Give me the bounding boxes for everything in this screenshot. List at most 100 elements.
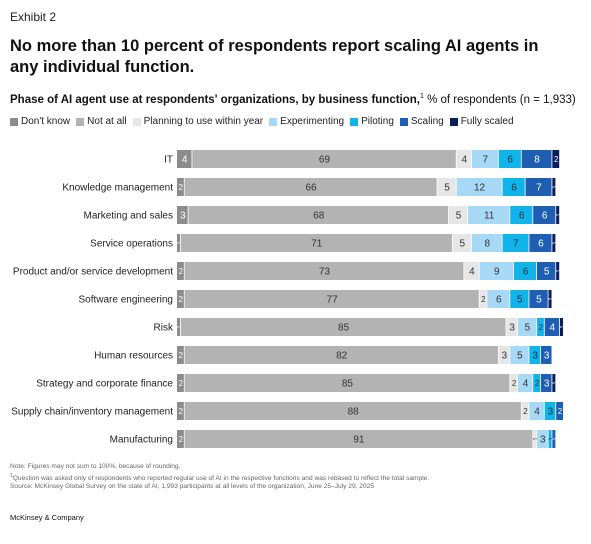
- bar-segment: [452, 234, 472, 252]
- bar-segment: [177, 290, 184, 308]
- legend-item: Scaling: [399, 116, 444, 127]
- legend-item: Fully scaled: [449, 116, 514, 127]
- chart-legend: Don't know Not at all Planning to use with…: [10, 116, 520, 127]
- data-label: 5: [525, 323, 531, 334]
- chart-notes: Note: Figures may not sum to 100%, becau…: [10, 463, 580, 492]
- data-label: 1: [560, 325, 566, 329]
- bar-segment: [177, 402, 184, 420]
- data-label: 1: [549, 437, 555, 441]
- data-label: 3: [502, 351, 508, 362]
- bar-segment: [177, 206, 188, 224]
- data-label: 5: [460, 239, 466, 250]
- bar-segment: [502, 178, 525, 196]
- note-rounding: Note: Figures may not sum to 100%, becau…: [10, 463, 181, 470]
- legend-item: Piloting: [350, 116, 394, 127]
- data-label: 2: [179, 407, 184, 416]
- legend-label: Piloting: [361, 116, 394, 127]
- bar-segment: [521, 150, 552, 168]
- data-label: 3: [540, 435, 546, 446]
- bar-segment: [533, 430, 537, 448]
- bar-segment: [540, 346, 552, 364]
- bar-segment: [177, 430, 184, 448]
- category-label: Knowledge management: [62, 183, 173, 194]
- data-label: 2: [558, 407, 563, 416]
- bar-segment: [184, 430, 533, 448]
- category-label: Product and/or service development: [13, 267, 173, 278]
- category-label: Supply chain/inventory management: [11, 407, 173, 418]
- bar-segment: [548, 290, 552, 308]
- data-label: 8: [534, 155, 540, 166]
- bar-segment: [184, 290, 479, 308]
- bar-segment: [437, 178, 456, 196]
- data-label: 6: [511, 183, 517, 194]
- bar-segment: [471, 150, 498, 168]
- data-label: 68: [313, 211, 325, 222]
- data-label: 5: [517, 351, 523, 362]
- legend-swatch: [76, 117, 85, 126]
- data-label: 2: [481, 295, 486, 304]
- chart-title: No more than 10 percent of respondents r…: [10, 37, 539, 76]
- data-label: 2: [523, 407, 528, 416]
- subtitle-rest: % of respondents (n = 1,933): [423, 93, 576, 106]
- legend-label: Fully scaled: [460, 116, 514, 127]
- data-label: 82: [336, 351, 348, 362]
- data-label: 6: [507, 155, 513, 166]
- bar-segment: [521, 402, 529, 420]
- bar-segment: [177, 150, 192, 168]
- bar-segment: [487, 290, 510, 308]
- bar-segment: [514, 262, 537, 280]
- bar-segment: [560, 318, 564, 336]
- data-label: 1: [534, 437, 540, 441]
- data-label: 6: [542, 211, 548, 222]
- data-label: 3: [180, 211, 186, 222]
- bar-segment: [184, 374, 510, 392]
- data-label: 2: [179, 183, 184, 192]
- data-label: 4: [523, 379, 529, 390]
- legend-item: Planning to use within year: [132, 116, 264, 127]
- bar-segment: [556, 402, 564, 420]
- data-label: 1: [553, 241, 559, 245]
- category-label: Human resources: [94, 351, 173, 362]
- data-label: 1: [177, 241, 183, 245]
- bar-segment: [177, 318, 181, 336]
- data-label: 1: [557, 269, 563, 273]
- bar-segment: [468, 206, 510, 224]
- bar-segment: [506, 318, 518, 336]
- data-label: 6: [538, 239, 544, 250]
- legend-item: Not at all: [76, 116, 127, 127]
- bar-segment: [479, 290, 487, 308]
- data-label: 4: [550, 323, 556, 334]
- note-question-mark: 1: [10, 472, 13, 479]
- data-label: 12: [474, 183, 486, 194]
- data-label: 11: [484, 211, 495, 222]
- bar-segment: [498, 150, 521, 168]
- subtitle-bold: Phase of AI agent use at respondents' or…: [10, 93, 420, 106]
- bar-segment: [184, 346, 498, 364]
- bar-segment: [552, 234, 556, 252]
- legend-label: Planning to use within year: [143, 116, 264, 127]
- data-label: 9: [494, 267, 500, 278]
- bar-segment: [177, 178, 184, 196]
- bar-segment: [556, 206, 560, 224]
- data-label: 3: [548, 407, 554, 418]
- bar-segment: [177, 234, 181, 252]
- bar-segment: [464, 262, 479, 280]
- bar-segment: [184, 262, 464, 280]
- data-label: 77: [327, 295, 339, 306]
- bar-segment: [502, 234, 529, 252]
- legend-swatch: [350, 117, 359, 126]
- bar-segment: [544, 402, 556, 420]
- data-label: 3: [532, 351, 538, 362]
- data-label: 6: [496, 295, 502, 306]
- data-label: 1: [549, 297, 555, 301]
- bar-segment: [537, 262, 556, 280]
- data-label: 2: [554, 155, 559, 164]
- data-label: 6: [523, 267, 529, 278]
- bar-segment: [192, 150, 456, 168]
- data-label: 5: [444, 183, 450, 194]
- bar-segment: [517, 374, 533, 392]
- data-label: 1: [553, 381, 559, 385]
- data-label: 85: [338, 323, 350, 334]
- bar-segment: [548, 430, 552, 448]
- data-label: 5: [517, 295, 523, 306]
